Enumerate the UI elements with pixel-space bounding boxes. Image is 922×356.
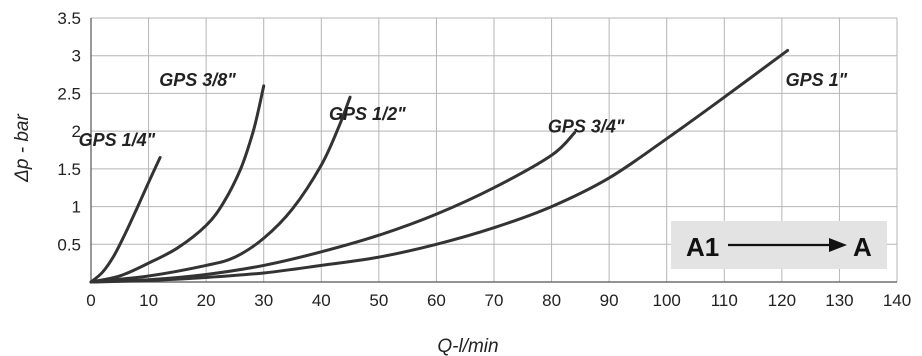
series-line [89,48,790,284]
x-tick-label: 20 [197,291,216,310]
y-tick-label: 3.5 [57,9,81,28]
x-tick-label: 140 [883,291,911,310]
series-line [89,95,352,284]
x-tick-label: 50 [369,291,388,310]
series-lines [89,48,790,284]
series-line [89,84,266,284]
flow-direction-box: A1 A [671,221,887,269]
series-label: GPS 1/2" [329,104,406,124]
y-tick-label: 2 [72,122,81,141]
x-tick-label: 0 [86,291,95,310]
x-axis-title: Q-l/min [437,336,498,356]
x-tick-label: 120 [768,291,796,310]
x-tick-labels: 0 10 20 30 40 50 60 70 80 90 100 110 120 130 140 [86,291,911,310]
series-label: GPS 1/4" [79,130,156,150]
y-tick-label: 2.5 [57,84,81,103]
axes [90,18,897,283]
y-tick-labels: 0.5 1 1.5 2 2.5 3 3.5 [57,9,81,254]
series-line [89,156,162,284]
y-tick-label: 3 [72,47,81,66]
x-tick-label: 130 [825,291,853,310]
grid [91,17,898,282]
y-tick-label: 0.5 [57,235,81,254]
x-tick-label: 40 [312,291,331,310]
flow-from-label: A1 [686,232,719,262]
series-label: GPS 3/8" [159,70,236,90]
series-label: GPS 1" [786,70,848,90]
x-tick-label: 60 [427,291,446,310]
series-labels: GPS 1/4" GPS 3/8" GPS 1/2" GPS 3/4" GPS 1" [79,70,848,150]
series-line [89,131,577,284]
y-tick-label: 1.5 [57,160,81,179]
x-tick-label: 10 [139,291,158,310]
x-tick-label: 80 [542,291,561,310]
flow-to-label: A [853,232,872,262]
x-tick-label: 90 [600,291,619,310]
x-tick-label: 70 [485,291,504,310]
x-tick-label: 100 [653,291,681,310]
series-label: GPS 3/4" [548,117,625,137]
x-tick-label: 110 [711,291,738,310]
flow-arrow-head-icon [829,238,847,252]
y-tick-label: 1 [72,198,81,217]
x-tick-label: 30 [254,291,273,310]
y-axis-title: Δp - bar [12,114,33,183]
